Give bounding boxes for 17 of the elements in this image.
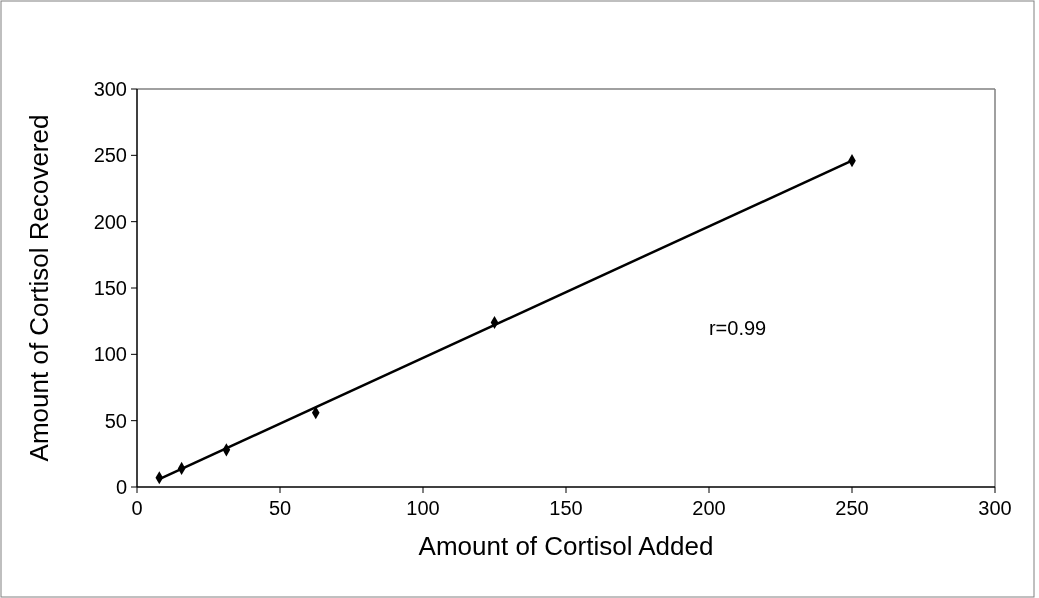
x-tick-label: 0	[131, 497, 143, 519]
x-tick-label: 50	[268, 497, 292, 519]
y-tick-label: 300	[93, 78, 127, 100]
x-tick-label: 200	[692, 497, 726, 519]
y-axis-title: Amount of Cortisol Recovered	[24, 114, 54, 462]
y-tick-label: 0	[115, 476, 127, 498]
annotation: r=0.99	[708, 316, 767, 339]
x-axis-title: Amount of Cortisol Added	[418, 531, 714, 561]
x-tick-label: 250	[835, 497, 869, 519]
x-tick-label: 150	[549, 497, 583, 519]
x-tick-label: 100	[406, 497, 440, 519]
y-tick-label: 100	[93, 343, 127, 366]
x-tick-label: 300	[978, 497, 1012, 519]
y-tick-label: 50	[104, 409, 127, 432]
y-tick-label: 150	[93, 277, 127, 299]
y-tick-label: 200	[93, 210, 127, 233]
y-tick-label: 250	[93, 144, 127, 167]
